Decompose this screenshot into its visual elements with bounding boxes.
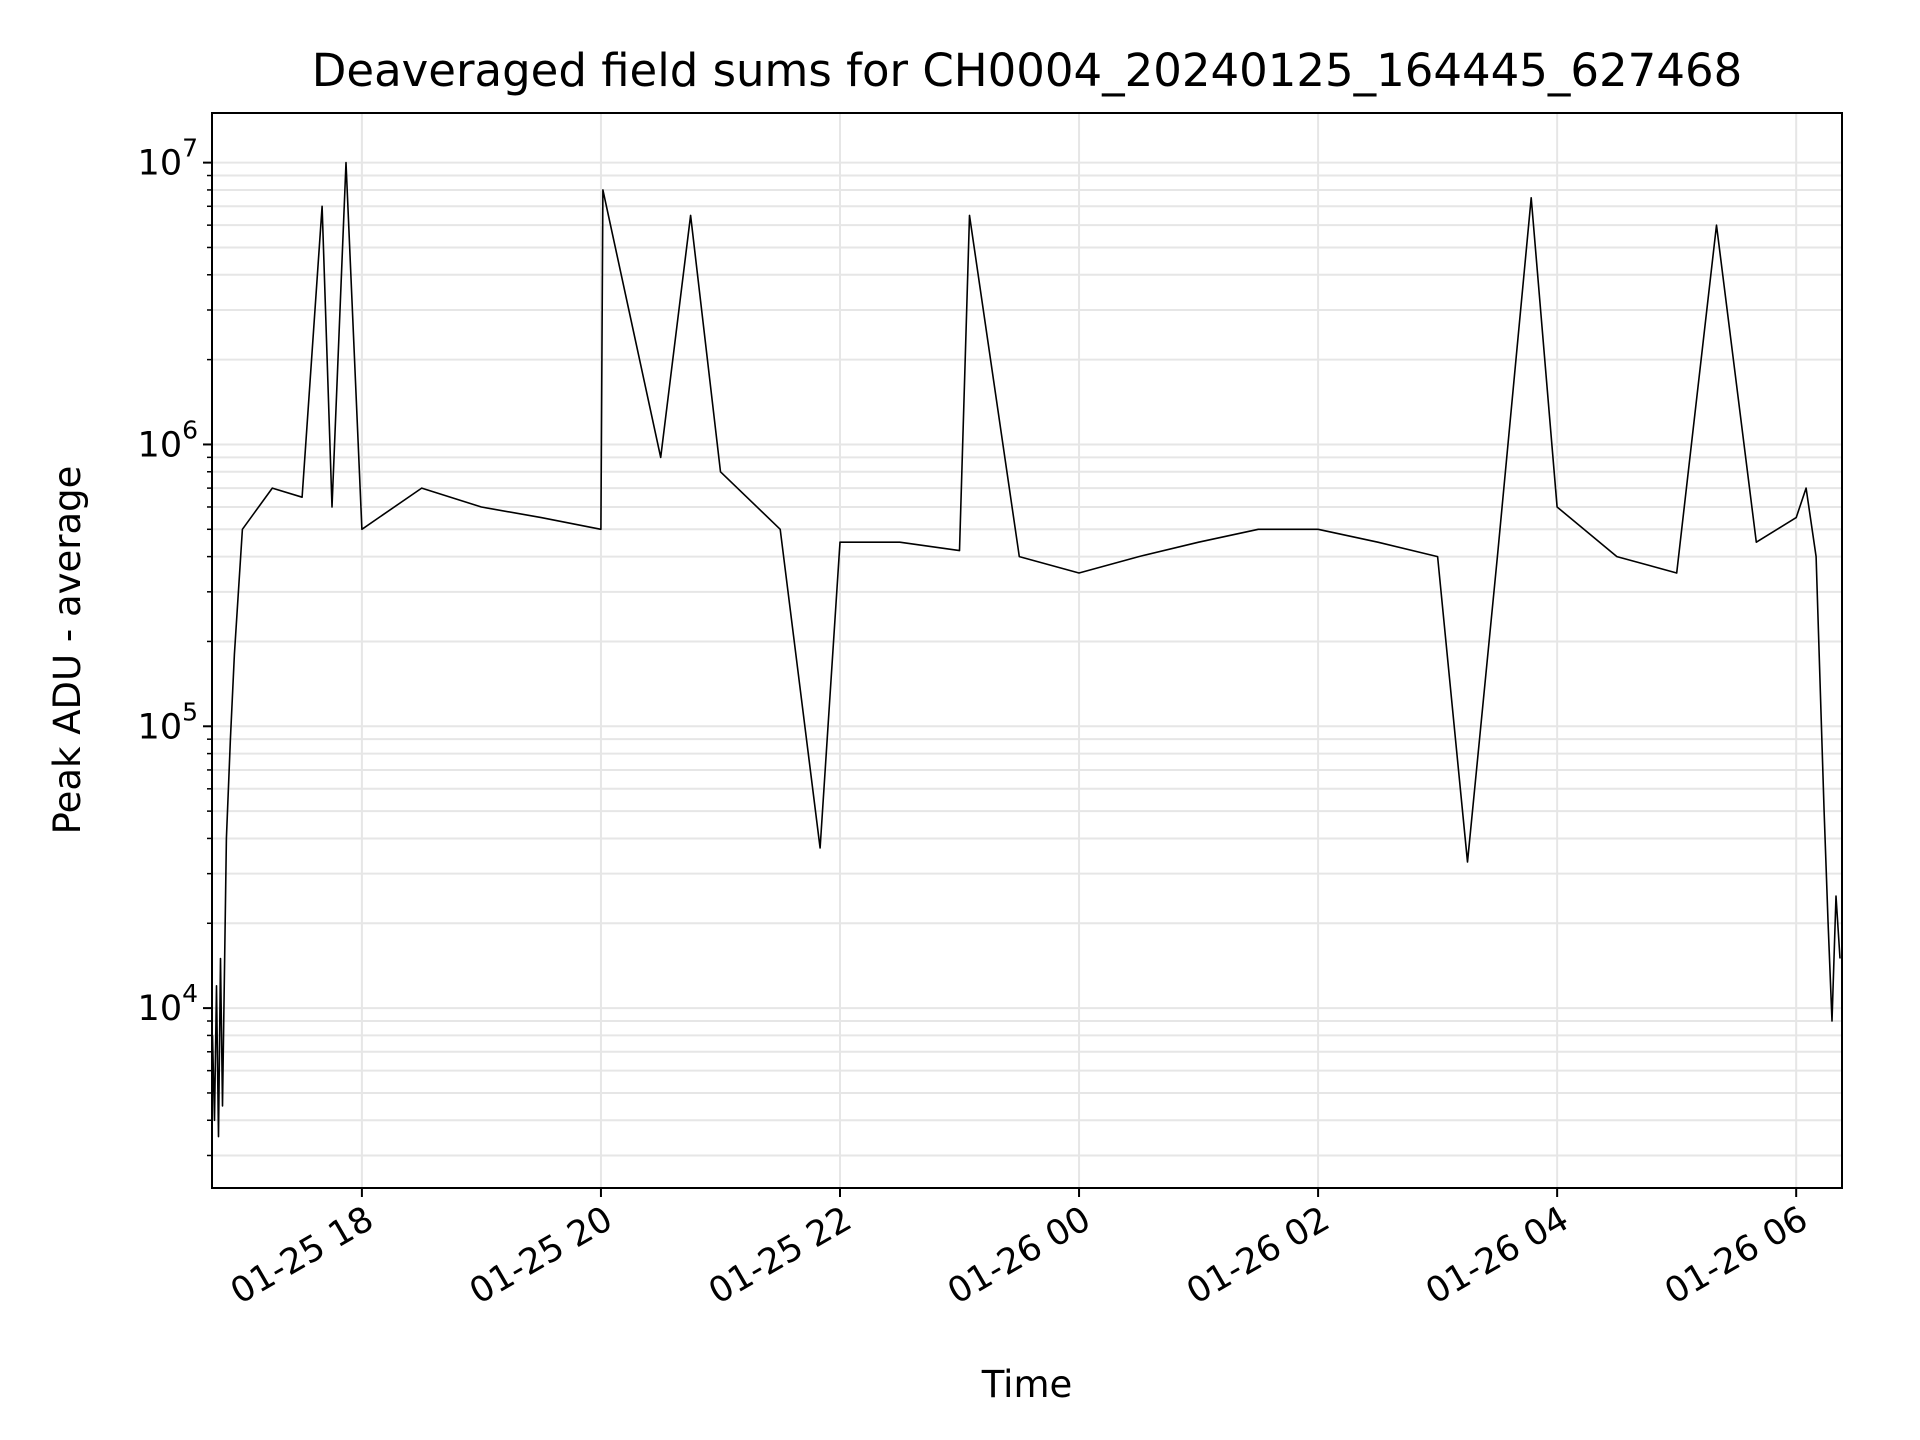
y-tick-label: 105 xyxy=(138,697,198,747)
y-tick-exponent: 4 xyxy=(182,979,198,1008)
plot-area xyxy=(212,161,1841,1138)
y-axis-label: Peak ADU - average xyxy=(46,466,89,835)
y-tick-base: 10 xyxy=(138,144,183,184)
y-tick-exponent: 7 xyxy=(182,134,198,163)
y-tick-exponent: 6 xyxy=(182,415,198,444)
y-tick-label: 107 xyxy=(138,134,198,184)
y-tick-base: 10 xyxy=(138,707,183,747)
y-tick-label: 106 xyxy=(138,415,198,465)
grid xyxy=(212,113,1842,1188)
series-line xyxy=(212,161,1841,1138)
plot-frame xyxy=(211,112,1843,1189)
y-tick-base: 10 xyxy=(138,425,183,465)
y-tick-exponent: 5 xyxy=(182,697,198,726)
chart-title: Deaveraged field sums for CH0004_2024012… xyxy=(312,44,1742,97)
y-tick-label: 104 xyxy=(138,979,198,1029)
series-layer xyxy=(212,161,1841,1138)
x-axis-label: Time xyxy=(981,1363,1073,1406)
y-tick-base: 10 xyxy=(138,989,183,1029)
